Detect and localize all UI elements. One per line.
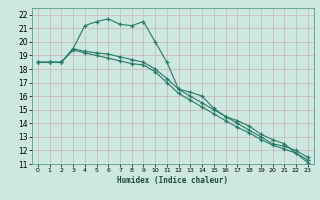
X-axis label: Humidex (Indice chaleur): Humidex (Indice chaleur) xyxy=(117,176,228,185)
